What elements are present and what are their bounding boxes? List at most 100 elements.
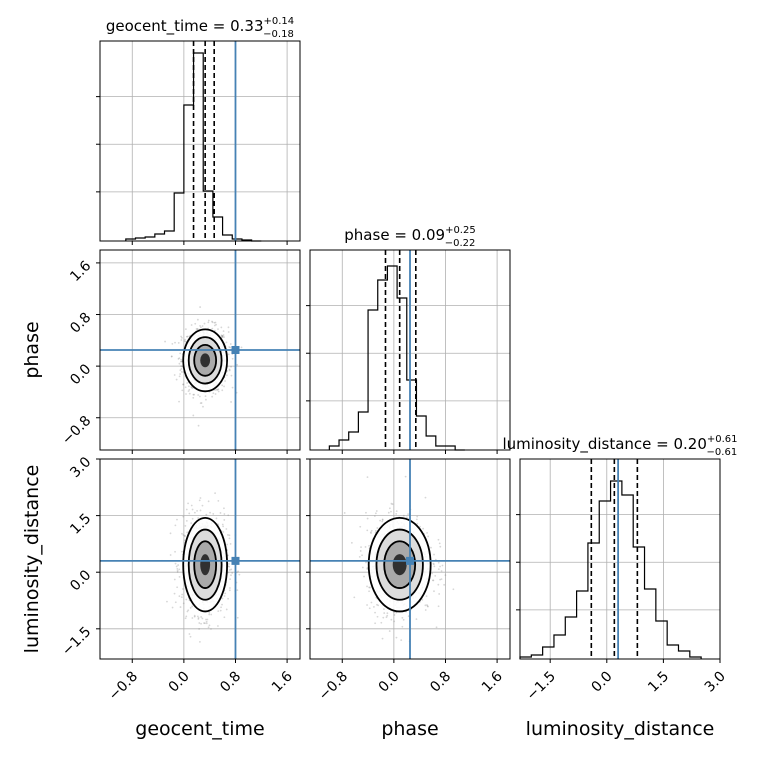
sample-point bbox=[377, 604, 380, 607]
sample-point bbox=[400, 639, 403, 642]
sample-point bbox=[230, 574, 232, 577]
sample-point bbox=[231, 386, 234, 389]
sample-point bbox=[199, 402, 202, 404]
sample-point bbox=[173, 592, 176, 595]
sample-point bbox=[221, 389, 224, 392]
sample-point bbox=[205, 398, 207, 401]
sample-point bbox=[196, 328, 199, 331]
sample-point bbox=[227, 353, 230, 356]
sample-point bbox=[372, 606, 375, 608]
sample-point bbox=[174, 341, 176, 344]
sample-point bbox=[374, 611, 376, 614]
sample-point bbox=[185, 393, 187, 395]
sample-point bbox=[201, 504, 204, 507]
sample-point bbox=[221, 597, 224, 600]
truth-marker bbox=[231, 346, 240, 354]
sample-point bbox=[226, 543, 229, 546]
sample-point bbox=[237, 570, 239, 573]
sample-point bbox=[193, 393, 195, 396]
sample-point bbox=[169, 532, 172, 535]
sample-point bbox=[200, 622, 202, 625]
sample-point bbox=[177, 358, 180, 360]
sample-point bbox=[222, 330, 225, 333]
sample-point bbox=[222, 525, 225, 528]
sample-point bbox=[229, 343, 232, 345]
sample-point bbox=[437, 561, 440, 564]
x-axis-label-luminosity_distance: luminosity_distance bbox=[526, 718, 715, 740]
sample-point bbox=[217, 610, 220, 613]
sample-point bbox=[199, 306, 202, 308]
sample-point bbox=[180, 596, 183, 598]
sample-point bbox=[174, 524, 177, 527]
sample-point bbox=[391, 503, 394, 506]
sample-point bbox=[227, 563, 230, 565]
sample-point bbox=[383, 612, 386, 614]
sample-point bbox=[437, 538, 440, 541]
sample-point bbox=[197, 517, 200, 519]
sample-point bbox=[226, 370, 229, 372]
sample-point bbox=[363, 575, 365, 578]
sample-point bbox=[223, 336, 225, 338]
sample-point bbox=[370, 529, 373, 532]
sample-point bbox=[179, 352, 182, 355]
sample-point bbox=[199, 640, 201, 643]
sample-point bbox=[204, 395, 207, 398]
sample-point bbox=[359, 525, 362, 528]
sample-point bbox=[190, 324, 193, 326]
sample-point bbox=[221, 335, 223, 337]
sample-point bbox=[433, 565, 436, 568]
sample-point bbox=[198, 499, 201, 502]
sample-point bbox=[222, 334, 225, 336]
sample-point bbox=[230, 401, 232, 403]
sample-point bbox=[207, 500, 210, 503]
sample-point bbox=[433, 590, 435, 593]
sample-point bbox=[174, 601, 177, 604]
sample-point bbox=[186, 335, 189, 338]
panel-title-luminosity_distance: luminosity_distance = 0.20+0.61 −0.61 bbox=[502, 434, 737, 458]
sample-point bbox=[181, 550, 183, 553]
sample-point bbox=[191, 508, 194, 511]
sample-point bbox=[175, 378, 178, 381]
sample-point bbox=[184, 340, 187, 343]
sample-point bbox=[180, 360, 183, 363]
sample-point bbox=[379, 519, 381, 522]
sample-point bbox=[373, 515, 376, 517]
sample-point bbox=[176, 586, 179, 589]
sample-point bbox=[225, 608, 228, 611]
sample-point bbox=[193, 511, 196, 514]
sample-point bbox=[229, 578, 232, 581]
sample-point bbox=[350, 541, 353, 544]
density-contour bbox=[193, 343, 218, 377]
sample-point bbox=[212, 513, 215, 515]
sample-point bbox=[416, 522, 419, 525]
sample-point bbox=[439, 545, 442, 548]
sample-point bbox=[365, 511, 367, 514]
sample-point bbox=[205, 513, 208, 516]
sample-point bbox=[170, 355, 173, 358]
sample-point bbox=[415, 518, 418, 521]
sample-point bbox=[439, 578, 442, 581]
sample-point bbox=[199, 326, 202, 329]
sample-point bbox=[452, 588, 455, 591]
sample-point bbox=[405, 516, 408, 519]
sample-point bbox=[202, 405, 204, 408]
sample-point bbox=[184, 617, 187, 620]
sample-point bbox=[422, 527, 425, 530]
sample-point bbox=[182, 383, 185, 386]
sample-point bbox=[192, 393, 195, 396]
sample-point bbox=[201, 325, 204, 327]
sample-point bbox=[197, 616, 200, 619]
sample-point bbox=[427, 605, 429, 608]
sample-point bbox=[187, 502, 189, 505]
sample-point bbox=[209, 511, 211, 514]
truth-marker bbox=[406, 556, 414, 565]
sample-point bbox=[228, 589, 231, 592]
sample-point bbox=[207, 321, 210, 324]
sample-point bbox=[374, 529, 377, 532]
sample-point bbox=[227, 331, 230, 333]
sample-point bbox=[366, 476, 369, 479]
sample-point bbox=[223, 385, 225, 388]
sample-point bbox=[230, 365, 232, 368]
sample-point bbox=[200, 402, 203, 404]
sample-point bbox=[199, 324, 201, 327]
